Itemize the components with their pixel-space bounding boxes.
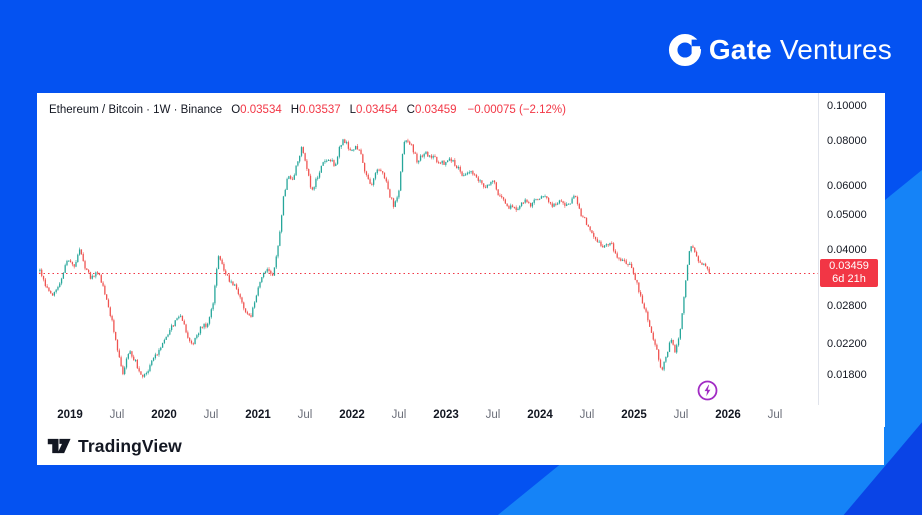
time-tick-label: 2024: [527, 409, 553, 421]
last-price-value: 0.03459: [829, 259, 869, 272]
ohlc-close: C0.03459: [406, 104, 457, 116]
price-tick-label: 0.02200: [827, 337, 867, 350]
tradingview-mark-icon: [47, 438, 71, 454]
gate-ventures-wordmark: Gate Ventures: [709, 34, 892, 66]
time-tick-label: 2021: [245, 409, 271, 421]
time-tick-label: Jul: [579, 409, 595, 421]
price-tick-label: 0.02800: [827, 299, 867, 312]
price-tick-label: 0.08000: [827, 135, 867, 148]
gate-logo-icon: [668, 33, 702, 67]
time-tick-label: 2019: [57, 409, 83, 421]
time-tick-label: Jul: [767, 409, 783, 421]
chart-legend[interactable]: Ethereum / Bitcoin · 1W · Binance O0.0353…: [49, 102, 566, 118]
ohlc-low: L0.03454: [349, 104, 398, 116]
price-tick-label: 0.01800: [827, 369, 867, 382]
time-tick-label: Jul: [297, 409, 313, 421]
tradingview-logo-link[interactable]: TradingView: [46, 435, 182, 457]
bar-countdown: 6d 21h: [832, 272, 866, 285]
time-tick-label: 2020: [151, 409, 177, 421]
price-tick-label: 0.04000: [827, 244, 867, 256]
price-change: −0.00075 (−2.12%): [467, 104, 566, 116]
price-tick-label: 0.05000: [827, 209, 867, 221]
price-tick-label: 0.06000: [827, 180, 867, 193]
time-tick-label: 2026: [715, 409, 741, 421]
brand-gate-text: Gate: [708, 34, 772, 65]
gate-ventures-logo: Gate Ventures: [668, 30, 892, 70]
symbol-title[interactable]: Ethereum / Bitcoin · 1W · Binance: [49, 104, 223, 116]
time-tick-label: Jul: [203, 409, 219, 421]
chart-footer: TradingView: [37, 427, 884, 465]
tradingview-logo-text: TradingView: [78, 435, 182, 456]
time-tick-label: Jul: [391, 409, 407, 421]
time-tick-label: Jul: [485, 409, 501, 421]
time-tick-label: 2022: [339, 409, 365, 421]
ohlc-high: H0.03537: [290, 104, 341, 116]
time-tick-label: 2025: [621, 409, 647, 421]
last-price-badge: 0.03459 6d 21h: [820, 258, 878, 287]
ohlc-open: O0.03534: [231, 104, 282, 116]
price-tick-label: 0.10000: [827, 100, 867, 113]
time-tick-label: Jul: [673, 409, 689, 421]
time-tick-label: Jul: [109, 409, 125, 421]
time-tick-label: 2023: [433, 409, 459, 421]
tradingview-chart-card: Ethereum / Bitcoin · 1W · Binance O0.0353…: [37, 93, 885, 465]
brand-ventures-text: Ventures: [779, 34, 892, 65]
time-axis[interactable]: 2019 Jul 2020 Jul 2021 Jul 2022 Jul 2023 Jul 2024 J…: [37, 405, 884, 428]
lightning-badge-icon[interactable]: [697, 380, 718, 401]
candlestick-chart-canvas[interactable]: [37, 93, 818, 405]
